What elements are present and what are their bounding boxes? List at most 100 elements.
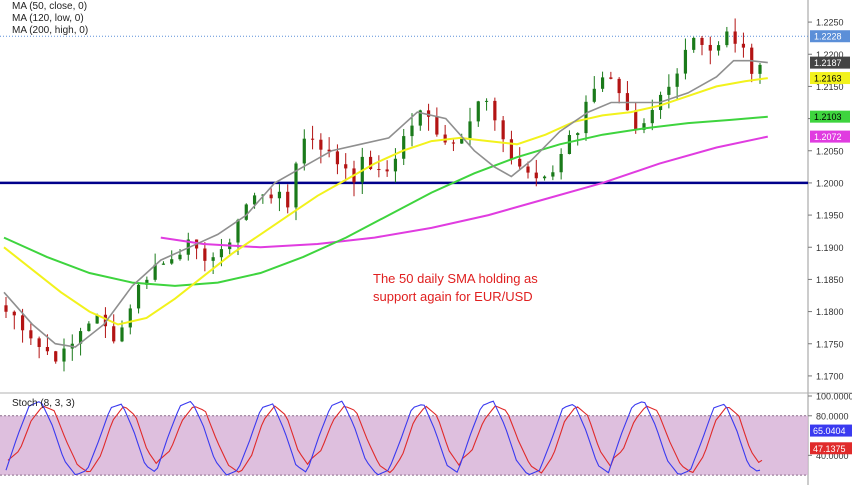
candle-body [319,139,323,150]
candle-body [252,195,257,205]
candle-body [650,110,654,124]
candle-body [327,149,331,152]
ma120-line [3,115,768,287]
candle-body [468,121,472,139]
candle-body [269,194,273,199]
stoch-tick-label: 100.0000 [816,392,852,402]
price-tick-label: 1.2250 [816,18,844,28]
candle-body [642,123,646,130]
candle-body [435,116,439,135]
candle-body [410,125,414,137]
candle-body [335,151,340,165]
candle-body [302,138,306,164]
candle-body [559,153,563,173]
price-tag-label: 1.2163 [814,74,842,84]
candle-body [451,142,456,144]
candle-body [493,100,497,121]
candle-body [708,44,712,51]
price-tick-label: 1.2000 [816,178,844,188]
price-tag-label: 1.2187 [814,58,842,68]
candle-body [37,338,41,347]
candle-body [78,331,83,344]
candle-body [725,31,729,46]
price-tag-label: 1.2103 [814,112,842,122]
price-tag-label: 1.2228 [814,32,842,42]
price-tick-label: 1.2050 [816,146,844,156]
candle-body [393,158,398,172]
candle-body [385,169,389,172]
stoch-tag-label: 65.0404 [813,426,846,436]
ma50-line [3,77,768,326]
ma120-indicator-label: MA (120, low, 0) [12,13,84,24]
candle-body [310,138,315,140]
candle-body [170,259,174,264]
candle-body [344,164,348,169]
stoch-tag-label: 47.1375 [813,444,846,454]
candle-body [741,43,746,48]
stoch-k-line [5,400,761,476]
ma200-indicator-label: MA (200, high, 0) [12,25,89,36]
chart-annotation: The 50 daily SMA holding as support agai… [373,270,573,306]
ma50-indicator-label: MA (50, close, 0) [12,1,88,12]
price-tick-label: 1.1800 [816,307,844,317]
candle-body [600,77,605,89]
candle-body [426,110,431,117]
stoch-tag-box [810,442,852,455]
price-tick-label: 1.2200 [816,50,844,60]
candle-body [219,249,224,258]
ma200-line [160,135,769,249]
candle-body [733,31,737,44]
candle-body [683,49,688,74]
price-tag-box [810,72,850,85]
candle-body [136,284,141,309]
candle-body [534,172,538,179]
candle-body [145,279,149,285]
candle-body [716,45,721,51]
candle-body [476,101,480,122]
candle-body [62,348,66,362]
candle-body [203,248,207,261]
price-tag-label: 1.2072 [814,132,842,142]
stoch-tick-label: 40.0000 [816,451,849,461]
candle-body [758,64,762,74]
candle-body [277,191,282,199]
price-tick-label: 1.1750 [816,339,844,349]
candle-body [692,37,696,50]
candle-body [501,120,505,140]
candle-body [161,263,166,265]
annotation-line-1: The 50 daily SMA holding as [373,271,538,286]
candle-body [29,330,33,339]
stoch-tag-box [810,424,852,437]
candle-body [634,110,638,130]
price-tag-box [810,30,850,43]
price-tick-label: 1.1700 [816,371,844,381]
candle-body [4,305,8,312]
candle-body [54,351,58,362]
annotation-line-2: support again for EUR/USD [373,289,533,304]
stoch-overbought-zone [0,415,808,476]
candle-body [294,163,298,208]
candle-body [518,158,522,167]
candle-body [178,254,182,260]
candle-body [236,219,240,243]
candle-body [551,172,555,177]
candle-body [418,110,422,126]
ma-fast-line [3,59,768,348]
candle-body [261,194,265,196]
candle-body [368,156,373,170]
candle-body [542,176,547,179]
candle-body [667,86,671,95]
candle-body [244,204,248,220]
candle-body [617,78,621,94]
price-tick-label: 1.1950 [816,211,844,221]
candle-body [211,257,215,261]
candle-body [567,135,572,154]
candle-body [509,139,514,159]
candle-body [112,326,116,342]
candle-body [286,191,290,208]
candle-body [443,134,447,143]
candle-body [153,264,157,280]
price-tick-label: 1.1850 [816,275,844,285]
